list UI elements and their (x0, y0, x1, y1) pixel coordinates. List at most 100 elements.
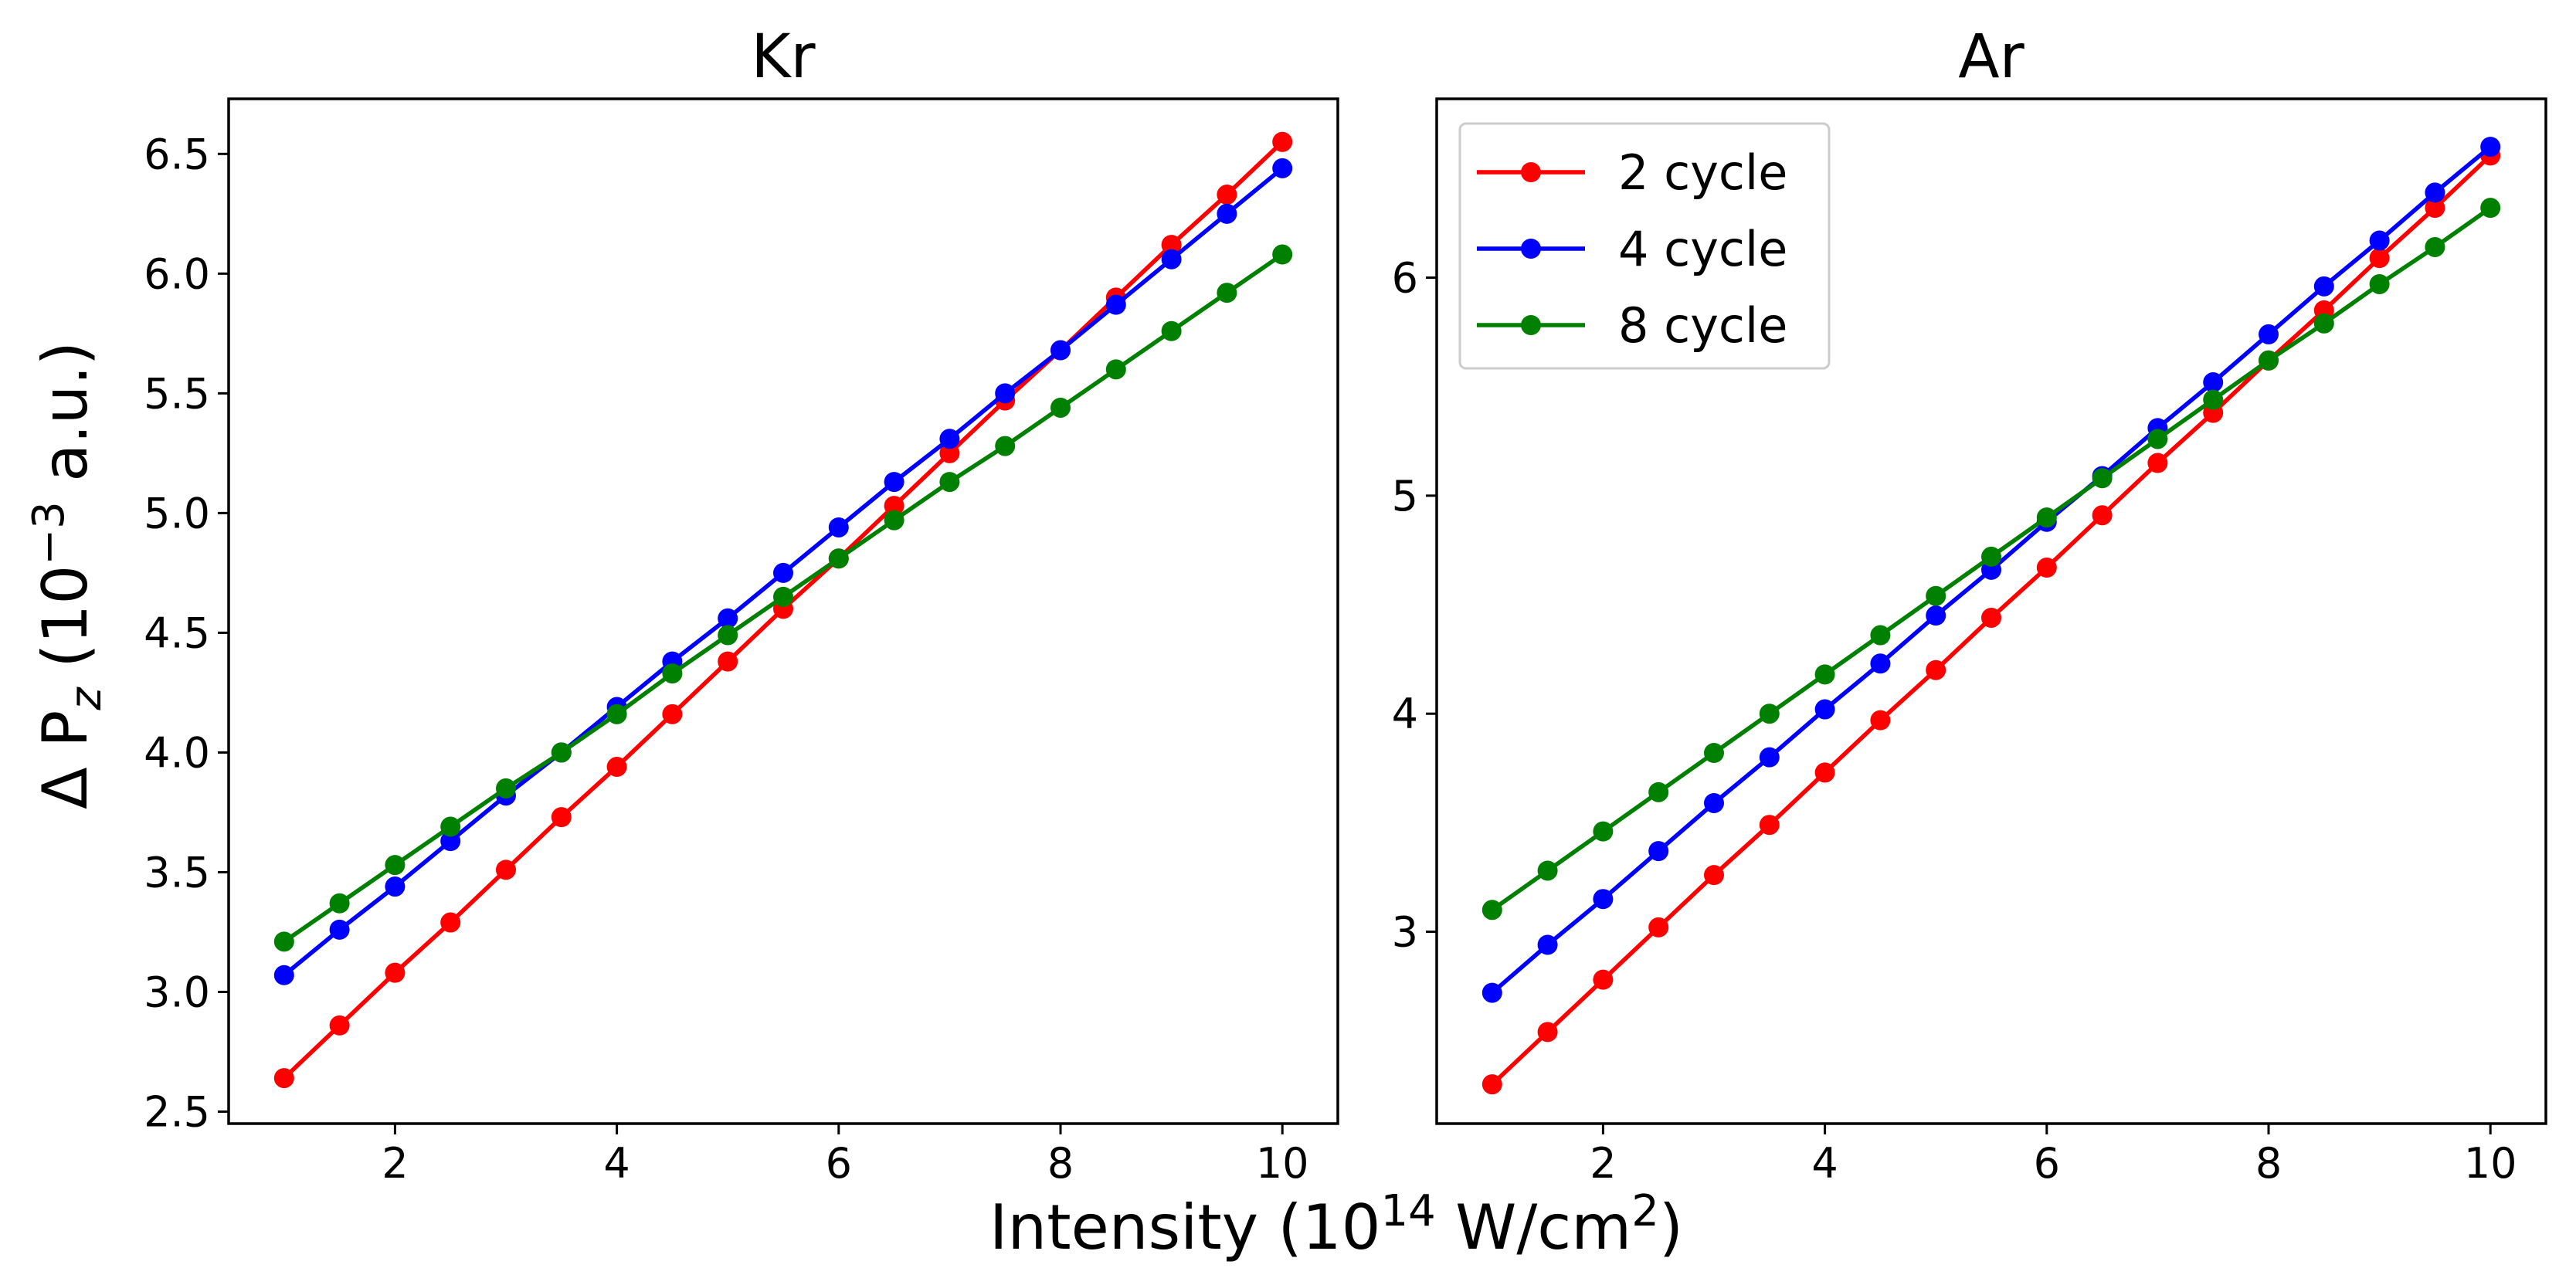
data-point (2259, 350, 2279, 371)
legend-label: 8 cycle (1618, 297, 1787, 354)
data-point (2369, 273, 2390, 294)
data-point (1870, 625, 1891, 646)
data-point (2425, 236, 2445, 257)
data-point (828, 517, 849, 537)
data-point (1217, 203, 1237, 224)
y-tick-label: 5 (1392, 472, 1418, 520)
data-point (1704, 792, 1724, 813)
data-point (1981, 607, 2001, 628)
data-point (2369, 248, 2390, 269)
data-point (2203, 389, 2224, 410)
data-point (2036, 558, 2057, 578)
data-point (2480, 137, 2501, 158)
data-point (1648, 917, 1669, 937)
data-point (1537, 860, 1558, 881)
data-point (1593, 969, 1614, 990)
data-point (884, 472, 904, 493)
data-point (1814, 664, 1835, 685)
data-point (1704, 743, 1724, 764)
data-point (329, 919, 350, 940)
data-point (496, 859, 516, 880)
data-point (440, 912, 461, 933)
data-point (1161, 320, 1182, 341)
data-point (662, 704, 683, 724)
x-tick-label: 4 (1811, 1139, 1838, 1188)
data-point (2313, 313, 2334, 334)
x-tick-label: 8 (2255, 1139, 2282, 1188)
data-point (884, 496, 904, 517)
data-point (1926, 605, 1946, 626)
y-tick-label: 4 (1392, 690, 1418, 738)
data-point (2425, 198, 2445, 219)
data-point (1105, 294, 1126, 315)
y-tick-label: 3.0 (144, 968, 210, 1016)
data-point (995, 436, 1016, 456)
data-point (1814, 699, 1835, 720)
x-axis-label: Intensity (1014 W/cm2) (989, 1186, 1683, 1263)
y-tick-label: 6.5 (144, 130, 210, 178)
data-point (995, 383, 1016, 404)
y-axis-label: Δ Pz (10−3 a.u.) (24, 341, 111, 809)
data-point (1481, 900, 1502, 921)
data-point (1105, 359, 1126, 380)
data-point (1161, 249, 1182, 270)
x-tick-label: 10 (1256, 1139, 1309, 1188)
data-point (2369, 230, 2390, 251)
y-tick-label: 6.0 (144, 249, 210, 298)
y-tick-label: 5.5 (144, 369, 210, 418)
data-point (1870, 710, 1891, 731)
data-point (1759, 747, 1780, 768)
data-point (1648, 782, 1669, 802)
x-tick-label: 2 (382, 1139, 408, 1188)
x-tick-label: 6 (2034, 1139, 2060, 1188)
data-point (1272, 244, 1293, 265)
panel-ar: Ar 2 4 6 8 10 3 4 5 6 2 cycle 4 cycle 8 cycle (1392, 22, 2547, 1188)
data-point (1593, 889, 1614, 910)
data-point (2259, 324, 2279, 344)
plot-frame (227, 97, 1339, 1125)
data-point (1217, 185, 1237, 205)
data-point (939, 429, 960, 449)
data-point (2147, 429, 2168, 449)
panel-title: Ar (1958, 22, 2024, 92)
data-point (773, 586, 793, 607)
y-tick-label: 4.0 (144, 728, 210, 777)
x-tick-label: 4 (603, 1139, 630, 1188)
data-point (1981, 546, 2001, 567)
y-tick-label: 4.5 (144, 609, 210, 657)
data-point (273, 931, 294, 952)
data-point (1537, 1022, 1558, 1043)
data-point (1870, 653, 1891, 674)
y-tick-label: 6 (1392, 254, 1418, 303)
data-point (385, 962, 406, 983)
data-point (1217, 283, 1237, 303)
data-point (606, 704, 627, 724)
data-point (1759, 704, 1780, 724)
panel-title: Kr (751, 22, 816, 92)
data-point (385, 876, 406, 897)
data-point (2203, 372, 2224, 393)
data-point (2313, 276, 2334, 297)
legend-label: 2 cycle (1618, 144, 1787, 201)
data-point (1050, 340, 1071, 361)
data-point (1050, 397, 1071, 418)
data-point (1759, 815, 1780, 836)
data-point (1648, 841, 1669, 862)
data-point (2425, 182, 2445, 203)
panel-kr: Kr 2 4 6 8 10 2.5 3.0 3.5 4.0 4.5 5.0 5.5 6.0 6.5 (144, 22, 1339, 1188)
x-tick-label: 8 (1047, 1139, 1074, 1188)
data-point (329, 893, 350, 914)
data-point (1481, 982, 1502, 1003)
x-tick-label: 2 (1590, 1139, 1616, 1188)
data-point (1481, 1074, 1502, 1095)
legend-marker (1521, 315, 1541, 335)
data-point (718, 625, 738, 646)
plot-frame (1435, 97, 2547, 1125)
data-point (273, 1068, 294, 1089)
data-point (1926, 585, 1946, 606)
data-point (1814, 762, 1835, 783)
data-point (773, 562, 793, 583)
data-point (1161, 235, 1182, 256)
data-point (329, 1015, 350, 1036)
